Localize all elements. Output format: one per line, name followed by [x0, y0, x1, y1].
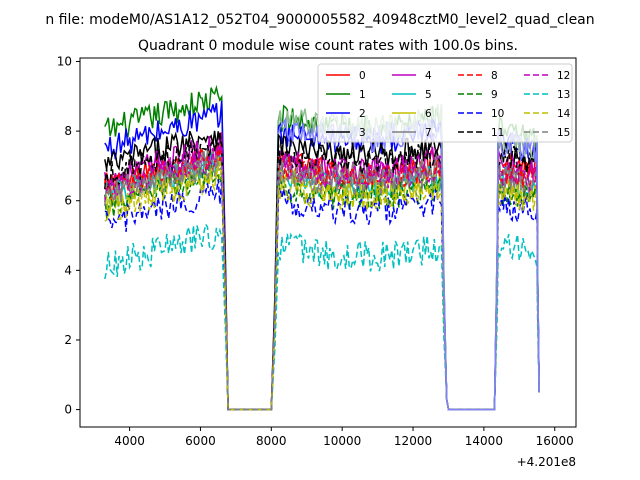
x-offset-label: +4.201e8 [517, 455, 576, 469]
y-tick-label: 6 [64, 194, 72, 208]
legend-label-14: 14 [557, 108, 571, 120]
y-tick-label: 2 [64, 333, 72, 347]
legend-label-9: 9 [491, 89, 498, 101]
y-tick-label: 8 [64, 124, 72, 138]
legend-label-12: 12 [557, 70, 570, 82]
x-axis: 4000 6000 8000 10000 12000 14000 16000 [114, 427, 574, 448]
legend-label-10: 10 [491, 108, 504, 120]
series-line-6 [104, 156, 540, 411]
axes-frame [79, 57, 577, 428]
y-tick-label: 4 [64, 263, 72, 277]
y-tick-label: 0 [64, 403, 72, 417]
legend-label-7: 7 [425, 127, 432, 139]
series-line-13 [104, 222, 540, 411]
x-tick-label: 14000 [465, 434, 503, 448]
series-line-14 [104, 164, 540, 411]
legend-label-3: 3 [359, 127, 366, 139]
legend-label-1: 1 [359, 89, 366, 101]
legend-label-0: 0 [359, 70, 366, 82]
chart-suptitle: n file: modeM0/AS1A12_052T04_9000005582_… [45, 12, 594, 28]
legend-label-13: 13 [557, 89, 570, 101]
series-line-12 [104, 142, 540, 411]
x-tick-label: 12000 [394, 434, 432, 448]
legend-label-15: 15 [557, 127, 570, 139]
x-tick-label: 16000 [536, 434, 574, 448]
series-line-15 [104, 153, 540, 411]
chart-title: Quadrant 0 module wise count rates with … [138, 38, 518, 54]
series-line-10 [104, 179, 540, 411]
y-tick-label: 10 [57, 54, 72, 68]
series-line-9 [104, 161, 540, 411]
series-line-11 [104, 131, 540, 411]
y-axis: 0 2 4 6 8 10 [57, 54, 80, 417]
x-tick-label: 4000 [114, 434, 145, 448]
x-tick-label: 8000 [256, 434, 287, 448]
x-tick-label: 10000 [323, 434, 361, 448]
x-tick-label: 6000 [185, 434, 216, 448]
legend-frame [317, 63, 573, 143]
legend-label-4: 4 [425, 70, 432, 82]
legend-label-6: 6 [425, 108, 432, 120]
legend-label-8: 8 [491, 70, 498, 82]
legend-label-2: 2 [359, 108, 366, 120]
legend-label-5: 5 [425, 89, 432, 101]
legend-label-11: 11 [491, 127, 504, 139]
